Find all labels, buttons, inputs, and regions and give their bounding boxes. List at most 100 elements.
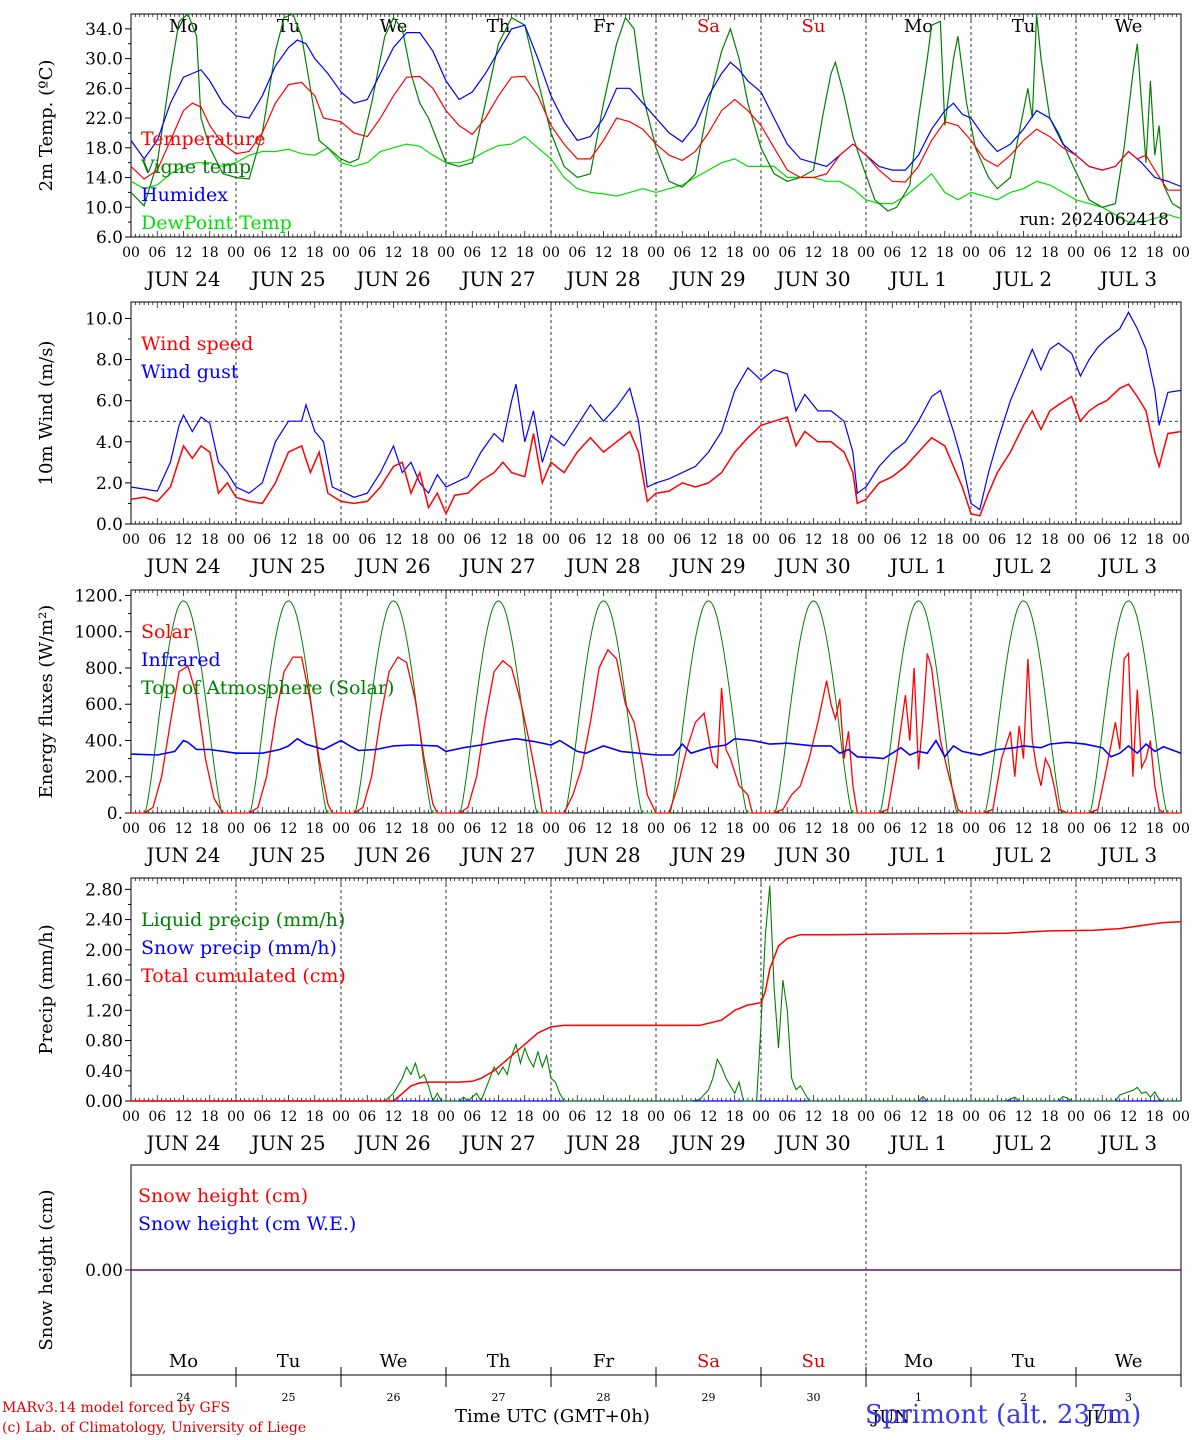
date-label: JUN 24 — [144, 267, 220, 291]
hour-tick-label: 12 — [385, 245, 403, 261]
date-label: JUL 1 — [888, 843, 947, 867]
weekday-label: Mo — [169, 1351, 198, 1372]
hour-tick-label: 00 — [647, 245, 665, 261]
y-tick-label: 600. — [85, 695, 123, 715]
y-tick-label: 10.0 — [85, 198, 123, 218]
hour-tick-label: 12 — [595, 821, 613, 837]
hour-tick-label: 12 — [595, 245, 613, 261]
y-tick-label: 30.0 — [85, 50, 123, 70]
date-label: JUL 3 — [1098, 843, 1157, 867]
hour-tick-label: 12 — [1015, 1109, 1033, 1125]
date-label: JUL 3 — [1098, 267, 1157, 291]
hour-tick-label: 18 — [201, 821, 219, 837]
date-label: JUN 24 — [144, 1131, 220, 1155]
hour-tick-label: 06 — [148, 1109, 166, 1125]
date-label: JUN 27 — [459, 267, 535, 291]
hour-tick-label: 06 — [568, 532, 586, 548]
y-tick-label: 1200. — [74, 586, 123, 606]
hour-tick-label: 12 — [700, 245, 718, 261]
legend-entry-0: Solar — [141, 621, 193, 643]
date-label: JUN 25 — [249, 843, 325, 867]
weekday-label: Sa — [697, 1351, 720, 1372]
hour-tick-label: 00 — [437, 821, 455, 837]
hour-tick-label: 00 — [332, 532, 350, 548]
hour-tick-label: 00 — [437, 532, 455, 548]
day-number-label: 29 — [702, 1391, 716, 1404]
hour-tick-label: 00 — [752, 821, 770, 837]
hour-tick-label: 00 — [332, 1109, 350, 1125]
weekday-label: We — [1115, 16, 1143, 37]
date-label: JUN 30 — [774, 267, 850, 291]
hour-tick-label: 06 — [883, 245, 901, 261]
hour-tick-label: 18 — [201, 532, 219, 548]
day-number-label: 25 — [282, 1391, 296, 1404]
hour-tick-label: 18 — [936, 1109, 954, 1125]
hour-tick-label: 18 — [831, 821, 849, 837]
date-label: JUL 2 — [993, 843, 1052, 867]
y-tick-label: 2.0 — [96, 474, 123, 494]
hour-tick-label: 00 — [962, 821, 980, 837]
date-label: JUL 1 — [888, 554, 947, 578]
hour-tick-label: 00 — [332, 821, 350, 837]
hour-tick-label: 18 — [621, 245, 639, 261]
hour-tick-label: 00 — [542, 532, 560, 548]
hour-tick-label: 18 — [516, 532, 534, 548]
hour-tick-label: 06 — [568, 821, 586, 837]
weekday-label: Mo — [169, 16, 198, 37]
hour-tick-label: 00 — [437, 245, 455, 261]
date-label: JUN 26 — [354, 843, 430, 867]
y-axis-title: Snow height (cm) — [36, 1189, 57, 1350]
weekday-label: Fr — [593, 1351, 614, 1372]
hour-tick-label: 12 — [910, 821, 928, 837]
hour-tick-label: 00 — [962, 532, 980, 548]
hour-tick-label: 06 — [253, 245, 271, 261]
hour-tick-label: 06 — [778, 245, 796, 261]
hour-tick-label: 00 — [962, 1109, 980, 1125]
y-axis-title: Energy fluxes (W/m²) — [36, 605, 57, 799]
y-tick-label: 34.0 — [85, 20, 123, 40]
legend-entry-2: Top of Atmosphere (Solar) — [141, 677, 394, 699]
hour-tick-label: 00 — [1067, 532, 1085, 548]
y-tick-label: 1.20 — [85, 1001, 123, 1021]
hour-tick-label: 00 — [332, 245, 350, 261]
hour-tick-label: 12 — [280, 821, 298, 837]
hour-tick-label: 18 — [831, 532, 849, 548]
hour-tick-label: 00 — [227, 245, 245, 261]
weekday-label: Su — [802, 16, 826, 37]
legend-entry-0: Snow height (cm) — [138, 1185, 308, 1207]
hour-tick-label: 06 — [673, 821, 691, 837]
hour-tick-label: 00 — [122, 532, 140, 548]
hour-tick-label: 12 — [175, 1109, 193, 1125]
hour-tick-label: 00 — [1172, 532, 1190, 548]
run-label: run: 2024062418 — [1020, 210, 1169, 230]
hour-tick-label: 18 — [936, 821, 954, 837]
plot-frame — [131, 590, 1181, 813]
hour-tick-label: 12 — [175, 245, 193, 261]
weekday-label: Tu — [1012, 16, 1036, 37]
hour-tick-label: 12 — [280, 1109, 298, 1125]
hour-tick-label: 00 — [227, 1109, 245, 1125]
hour-tick-label: 18 — [936, 245, 954, 261]
hour-tick-label: 18 — [1041, 532, 1059, 548]
hour-tick-label: 06 — [568, 245, 586, 261]
hour-tick-label: 18 — [726, 245, 744, 261]
date-label: JUN 30 — [774, 554, 850, 578]
hour-tick-label: 18 — [621, 532, 639, 548]
hour-tick-label: 06 — [673, 532, 691, 548]
day-number-label: 26 — [387, 1391, 401, 1404]
hour-tick-label: 18 — [1146, 821, 1164, 837]
hour-tick-label: 06 — [253, 821, 271, 837]
hour-tick-label: 00 — [647, 1109, 665, 1125]
hour-tick-label: 06 — [1093, 532, 1111, 548]
weekday-label: Th — [487, 1351, 511, 1372]
hour-tick-label: 12 — [1120, 245, 1138, 261]
date-label: JUN 28 — [564, 843, 640, 867]
hour-tick-label: 18 — [411, 532, 429, 548]
date-label: JUN 30 — [774, 843, 850, 867]
hour-tick-label: 00 — [647, 532, 665, 548]
y-tick-label: 14.0 — [85, 169, 123, 189]
hour-tick-label: 12 — [280, 245, 298, 261]
weekday-label: Tu — [1012, 1351, 1036, 1372]
hour-tick-label: 00 — [122, 245, 140, 261]
hour-tick-label: 06 — [253, 532, 271, 548]
